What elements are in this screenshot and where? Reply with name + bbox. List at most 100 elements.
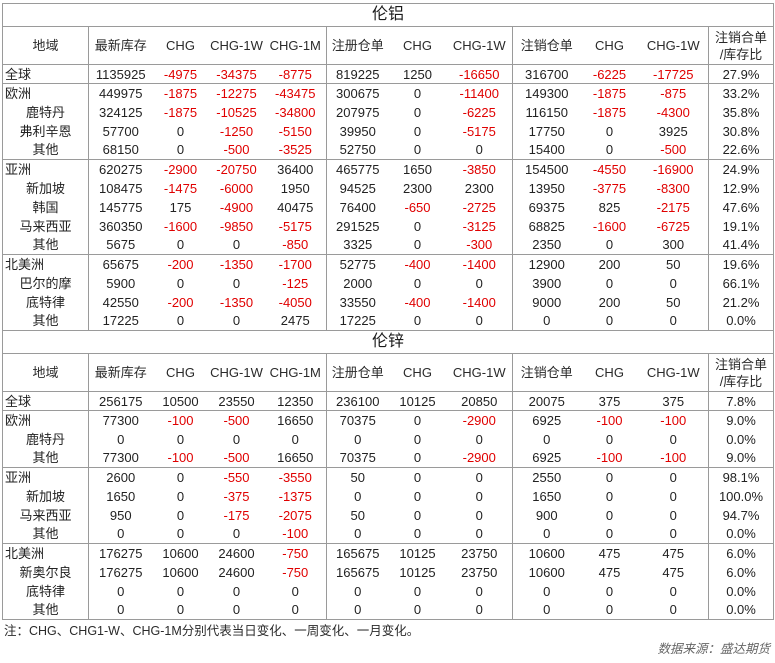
col-header-cancelled-warrants: 注销仓单 [512,26,581,65]
cancelled-chg-value: -3775 [592,180,627,196]
cancelled-chg-value: 0 [605,275,614,291]
col-header-registered-chg-1w: CHG-1W [446,26,513,65]
chg-1w-value: 0 [232,431,241,447]
registered-chg-1w-value: -2725 [446,197,513,217]
cancelled-chg-1w-value: -500 [638,140,709,160]
registered-chg-value: 1650 [403,161,432,177]
col-header-chg: CHG [152,353,209,392]
location-row: 其他 5675 0 0 -850 3325 0 -300 2350 0 300 41.4% [2,235,774,255]
chg-value: 0 [176,431,185,447]
cancelled-warrants-value: 9000 [532,294,562,310]
registered-chg-1w-value: 0 [446,505,513,525]
chg-value: 10600 [162,545,199,561]
location-label: 其他 [2,524,89,544]
section-title-row: 伦铝 [2,3,774,27]
cancelled-chg-1w-value: 0 [638,600,709,620]
location-label: 其他 [2,235,89,255]
cancelled-chg-value: 825 [598,199,621,215]
chg-1w-value: -550 [223,469,250,485]
location-label: 新加坡 [2,178,89,198]
registered-chg-1w-value: 0 [446,467,513,487]
registered-chg-value: 0 [388,600,447,620]
registered-warrants-value: 0 [326,600,389,620]
registered-warrants-value: 50 [350,469,365,485]
cancel-ratio-value: 21.2% [722,294,760,310]
chg-1m-value: -3525 [264,140,327,160]
cancelled-chg-1w-value: 50 [638,292,709,312]
registered-chg-value: 0 [413,85,422,101]
region-row: 全球 1135925 -4975 -34375 -8775 819225 1250 -1665… [2,64,774,84]
chg-1w-value: 0 [232,583,241,599]
chg-1m-value: -8775 [264,64,327,84]
location-label: 弗利辛恩 [2,121,89,141]
col-header-region: 地域 [2,26,89,65]
chg-1w-value: 24600 [218,545,255,561]
cancelled-chg-1w-value: 0 [638,486,709,506]
latest-stock-value: 176275 [99,545,143,561]
cancelled-chg-1w-value: 0 [638,581,709,601]
registered-chg-value: 0 [388,311,447,331]
cancelled-chg-value: 0 [605,488,614,504]
cancelled-chg-value: -1600 [592,218,627,234]
cancelled-warrants-value: 12900 [528,256,565,272]
cancel-ratio-value: 100.0% [718,488,764,504]
chg-value: 10600 [162,564,199,580]
region-row: 北美洲 176275 10600 24600 -750 165675 10125 23750 1… [2,543,774,563]
table-body: 全球 256175 10500 23550 12350 236100 10125 20850 2… [2,391,774,620]
col-header-cancel-ratio-line: 注销合单 [715,29,768,45]
chg-1m-value: 16650 [264,448,327,468]
col-header-cancelled-chg-1w: CHG-1W [638,26,709,65]
registered-chg-value: 0 [413,275,422,291]
registered-chg-value: 10125 [399,545,436,561]
latest-stock-value: 360350 [99,218,143,234]
cancelled-warrants-value: 0 [512,524,581,544]
registered-chg-1w-value: -16650 [446,64,513,84]
col-header-cancel-ratio-line: 注销合单 [715,356,768,372]
chg-1m-value: -1375 [264,486,327,506]
location-row: 鹿特丹 324125 -1875 -10525 -34800 207975 0 -6225 11… [2,102,774,122]
cancel-ratio-value: 30.8% [722,123,760,139]
cancel-ratio-value: 24.9% [722,161,760,177]
region-label: 北美洲 [2,543,89,563]
cancelled-chg-value: 0 [580,524,639,544]
cancel-ratio-value: 66.1% [722,275,760,291]
cancel-ratio-value: 98.1% [722,469,760,485]
chg-1w-value: -500 [208,448,265,468]
cancelled-warrants-value: 2350 [512,235,581,255]
cancelled-warrants-value: 116150 [525,104,568,120]
chg-value: -200 [167,294,194,310]
chg-1w-value: -34375 [208,64,265,84]
chg-1m-value: -3550 [264,467,327,487]
cancel-ratio-value: 19.6% [722,256,760,272]
cancelled-chg-value: 200 [598,294,621,310]
latest-stock-value: 0 [117,583,125,599]
cancelled-chg-value: 475 [598,545,621,561]
registered-warrants-value: 300675 [336,85,380,101]
location-label: 新奥尔良 [2,562,89,582]
chg-value: 0 [176,583,185,599]
registered-chg-value: 1250 [388,64,447,84]
location-row: 其他 68150 0 -500 -3525 52750 0 0 15400 0 -500 22.6% [2,140,774,160]
latest-stock-value: 77300 [102,412,139,428]
chg-1w-value: -175 [223,507,250,523]
cancel-ratio-value: 41.4% [708,235,774,255]
chg-1m-value: 16650 [264,410,327,430]
location-row: 巴尔的摩 5900 0 0 -125 2000 0 0 3900 0 0 66.1% [2,273,774,293]
cancelled-chg-value: 0 [580,600,639,620]
registered-chg-1w-value: -5175 [446,121,513,141]
chg-value: 0 [152,600,209,620]
cancelled-chg-1w-value: -2175 [638,197,709,217]
registered-chg-value: 0 [413,104,422,120]
cancelled-chg-value: 375 [580,391,639,411]
chg-value: 0 [152,311,209,331]
location-label: 其他 [2,311,89,331]
cancelled-chg-1w-value: -4300 [638,102,709,122]
section-title: 伦铝 [2,3,774,27]
chg-value: -200 [167,256,194,272]
lme-inventory-report: 伦铝 地域 最新库存 CHG CHG-1W CHG-1M 注册仓单 CHG CHG-1W 注销仓… [2,3,775,620]
registered-chg-value: 0 [388,140,447,160]
col-header-latest-stock: 最新库存 [88,26,153,65]
location-label: 巴尔的摩 [2,273,89,293]
chg-1m-value: -750 [264,543,327,563]
location-label: 底特律 [2,292,89,312]
